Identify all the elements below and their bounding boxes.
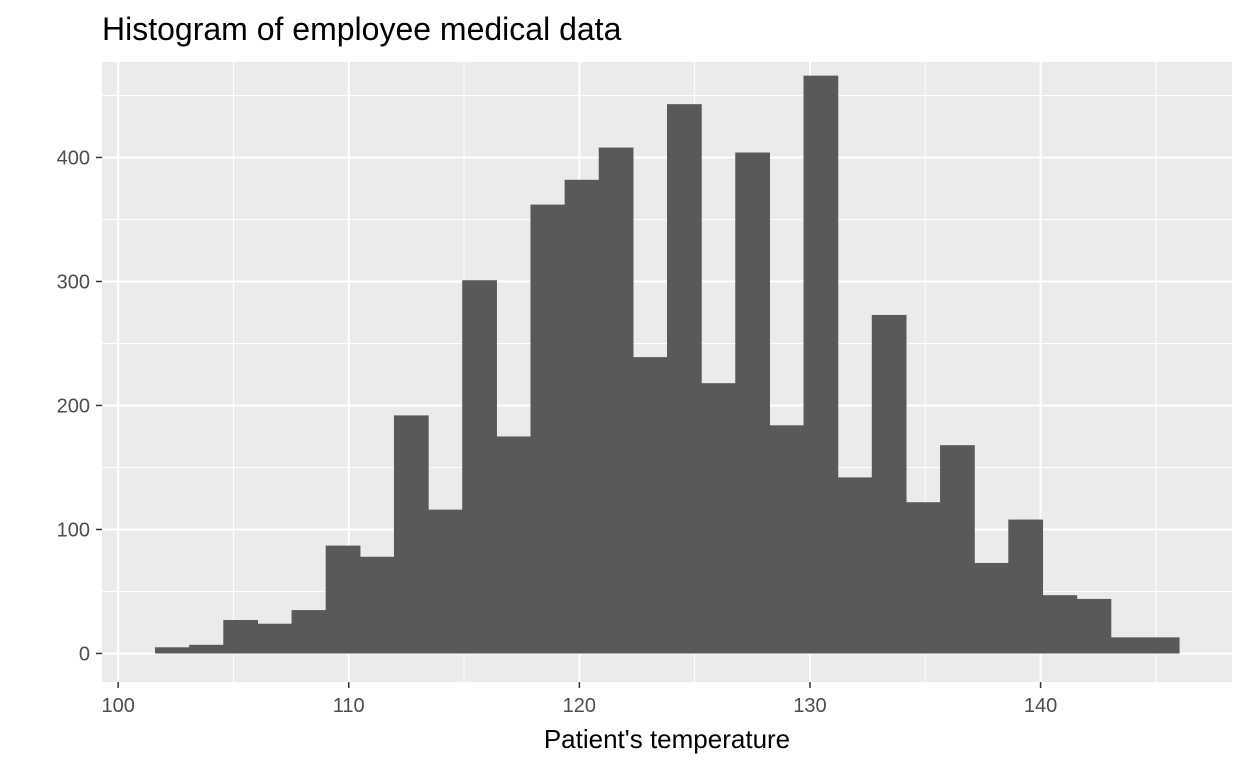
histogram-bar [735, 152, 770, 654]
y-tick-label: 0 [79, 643, 90, 665]
x-tick-label: 100 [101, 695, 134, 717]
histogram-bar [564, 179, 600, 654]
histogram-bar [428, 509, 463, 654]
histogram-bar [189, 644, 224, 654]
histogram-bar [1008, 519, 1044, 654]
x-tick-label: 140 [1024, 695, 1057, 717]
x-tick-label: 120 [563, 695, 596, 717]
histogram-bar [257, 623, 293, 654]
y-axis-ticks: 0 100 200 300 400 [57, 147, 102, 665]
histogram-bar [393, 415, 429, 654]
y-tick-label: 200 [57, 395, 90, 417]
histogram-bar [1076, 598, 1112, 654]
histogram-bar [769, 425, 805, 654]
histogram-bar [598, 147, 634, 654]
x-tick-label: 110 [333, 695, 365, 717]
x-axis-ticks: 100 110 120 130 140 [101, 682, 1057, 717]
histogram-bar [291, 610, 327, 654]
y-tick-label: 400 [57, 147, 90, 169]
histogram-bar [905, 502, 941, 654]
x-axis-title: Patient's temperature [544, 724, 790, 754]
y-tick-label: 100 [57, 519, 90, 541]
histogram-bars [155, 75, 1180, 654]
histogram-bar [701, 383, 736, 654]
histogram-bar [496, 436, 532, 654]
histogram-bar [1110, 637, 1146, 654]
histogram-bar [940, 445, 975, 654]
chart-title: Histogram of employee medical data [102, 11, 622, 47]
histogram-bar [974, 562, 1009, 654]
histogram-bar [632, 357, 668, 654]
histogram-bar [667, 104, 702, 654]
histogram-bar [530, 204, 566, 654]
histogram-bar [359, 556, 395, 654]
histogram-bar [223, 620, 259, 654]
histogram-bar [325, 545, 361, 654]
x-tick-label: 130 [793, 695, 826, 717]
histogram-bar [1144, 637, 1180, 654]
histogram-bar [462, 280, 497, 654]
histogram-bar [155, 647, 190, 654]
histogram-bar [1042, 595, 1078, 654]
histogram-bar [803, 75, 839, 654]
y-tick-label: 300 [57, 271, 90, 293]
histogram-bar [871, 314, 907, 654]
histogram-bar [837, 477, 873, 654]
